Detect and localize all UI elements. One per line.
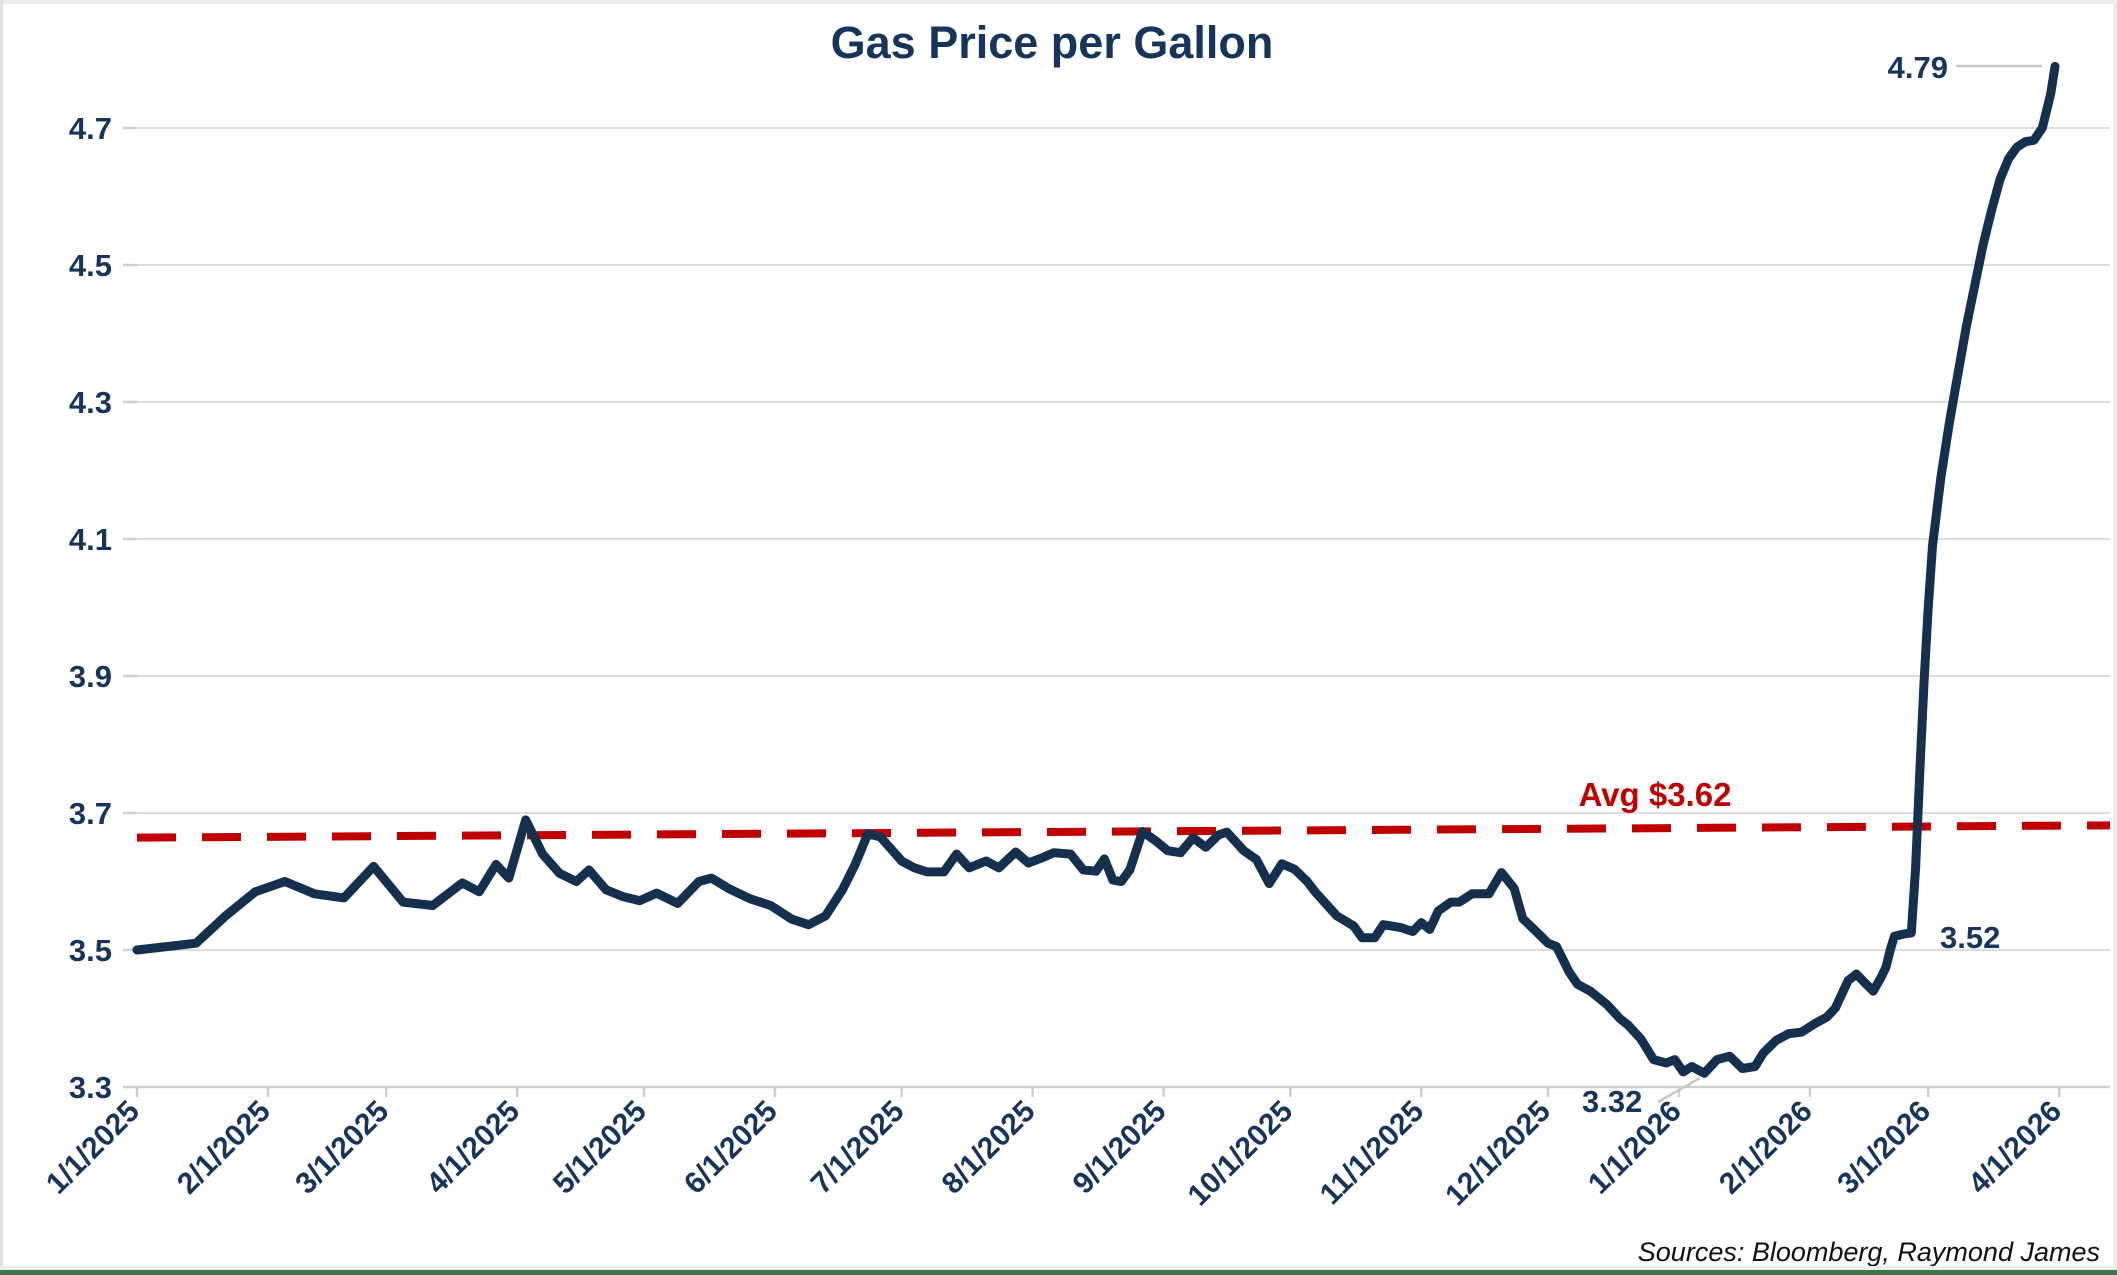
price-line	[132, 61, 2060, 1078]
x-axis-label: 5/1/2025	[547, 1095, 653, 1201]
frame-bottom-strip	[0, 1266, 2117, 1271]
x-axis-label: 3/1/2025	[289, 1095, 395, 1201]
average-line-layer	[136, 821, 2111, 842]
x-axis-label: 4/1/2025	[420, 1095, 526, 1201]
x-axis-label: 6/1/2025	[678, 1095, 784, 1201]
y-axis-label: 4.1	[69, 522, 112, 557]
average-line	[136, 821, 2111, 842]
x-axis-label: 7/1/2025	[805, 1095, 911, 1201]
y-axis-label: 4.3	[69, 385, 112, 420]
annotations: 4.79 3.52 3.32 Avg $3.62	[1579, 50, 2042, 1119]
y-axis-label: 3.3	[69, 1070, 112, 1105]
x-axis-label: 8/1/2025	[936, 1095, 1042, 1201]
frame-right-edge	[2113, 0, 2117, 1275]
y-axis-label: 3.9	[69, 659, 112, 694]
x-axis-label: 2/1/2025	[171, 1095, 277, 1201]
source-note: Sources: Bloomberg, Raymond James	[1638, 1237, 2100, 1267]
x-axis-label: 3/1/2026	[1831, 1095, 1937, 1201]
x-axis-label: 12/1/2025	[1439, 1095, 1557, 1213]
chart-title: Gas Price per Gallon	[831, 17, 1274, 68]
price-line-layer	[132, 61, 2060, 1078]
x-axis-label: 1/1/2025	[40, 1095, 146, 1201]
x-axis-label: 2/1/2026	[1713, 1095, 1819, 1201]
x-axis-label: 4/1/2026	[1962, 1095, 2068, 1201]
frame-bottom-green-edge	[0, 1270, 2117, 1275]
frame-left-edge	[0, 0, 3, 1275]
leader-line-min	[1657, 1076, 1701, 1104]
annotation-min-label: 3.32	[1582, 1084, 1642, 1119]
y-axis-label: 3.7	[69, 796, 112, 831]
y-axis-label: 4.5	[69, 248, 112, 283]
frame-top-edge	[0, 0, 2117, 4]
x-axis-label: 10/1/2025	[1182, 1095, 1300, 1213]
average-line-label: Avg $3.62	[1579, 776, 1732, 813]
annotation-pre-spike-label: 3.52	[1940, 920, 2000, 955]
y-axis-label: 4.7	[69, 111, 112, 146]
x-axis-label: 11/1/2025	[1314, 1095, 1431, 1212]
grid-layer: 4.7 4.5 4.3 4.1 3.9 3.7 3.5 3.3	[69, 111, 2110, 1105]
x-axis: 1/1/2025 2/1/2025 3/1/2025 4/1/2025 5/1/2025…	[40, 1085, 2110, 1213]
x-axis-label: 9/1/2025	[1067, 1095, 1173, 1201]
y-axis-label: 3.5	[69, 933, 112, 968]
annotation-end-label: 4.79	[1888, 50, 1948, 85]
